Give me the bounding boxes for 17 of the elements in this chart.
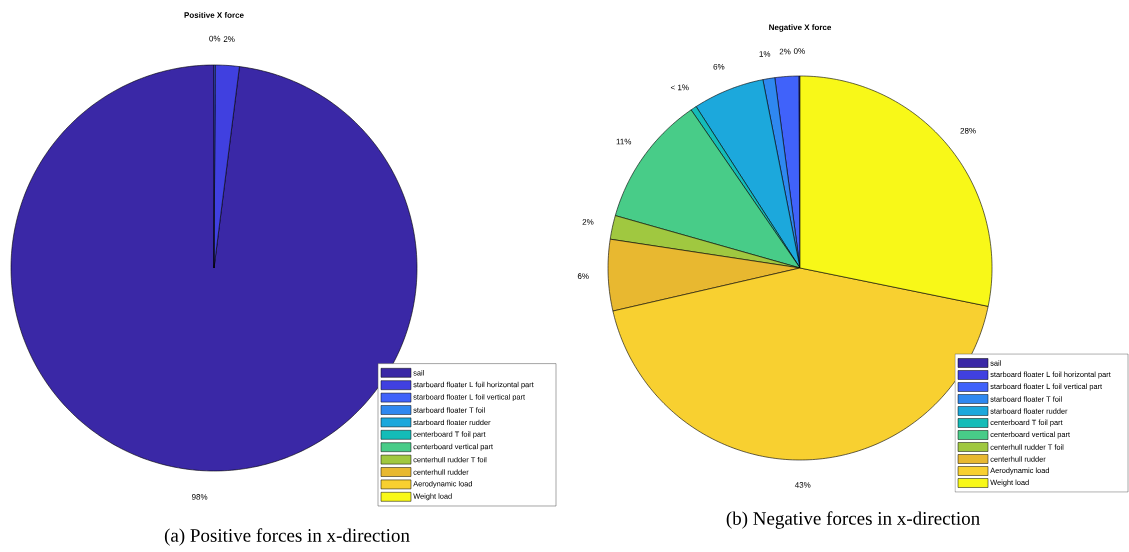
data-label: 28% bbox=[960, 127, 976, 134]
text: (a) Positive forces in x-direction bbox=[164, 528, 410, 546]
data-label: 43% bbox=[794, 482, 811, 488]
text: (b) Negative forces in x-direction bbox=[726, 511, 980, 529]
data-label: 6% bbox=[577, 273, 589, 280]
data-label: 0% bbox=[793, 48, 805, 54]
data-label: 2% bbox=[582, 219, 594, 225]
data-label: < 1% bbox=[670, 84, 689, 91]
data-label: 2% bbox=[223, 36, 235, 42]
chart-title: Negative X force bbox=[769, 24, 832, 32]
data-label: 0% bbox=[209, 35, 221, 42]
data-label: 11% bbox=[616, 138, 632, 145]
chart-title: Positive X force bbox=[184, 12, 244, 18]
data-label: 1% bbox=[759, 51, 771, 57]
data-label: 6% bbox=[713, 63, 725, 70]
data-label: 2% bbox=[779, 48, 791, 55]
data-label: 98% bbox=[191, 494, 208, 500]
